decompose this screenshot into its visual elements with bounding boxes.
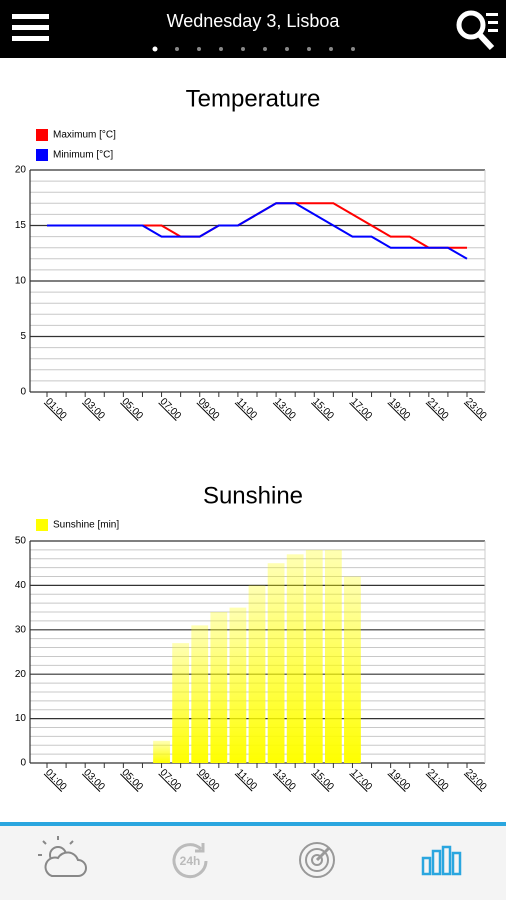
legend-label: Sunshine [min] [53,520,119,531]
x-tick-label: 23:00 [463,767,489,793]
bar [286,554,304,763]
x-tick-label: 17:00 [348,767,374,793]
legend-swatch [36,519,48,531]
x-tick-label: 21:00 [425,396,451,422]
x-tick-label: 05:00 [119,767,145,793]
bar [344,576,361,763]
y-tick-label: 15 [15,220,27,231]
x-tick-label: 07:00 [158,767,184,793]
x-tick-label: 01:00 [43,396,69,422]
series-line [47,202,468,260]
menu-button[interactable] [12,14,49,41]
search-button[interactable] [456,10,498,51]
bar [191,625,209,763]
y-tick-label: 10 [15,276,27,287]
x-tick-label: 15:00 [310,396,336,422]
y-tick-label: 20 [15,165,27,176]
header-bar [0,0,506,58]
page-dots [152,46,355,52]
bar [153,740,170,763]
bar [172,643,190,763]
y-tick-label: 40 [15,580,27,591]
x-tick-label: 09:00 [196,396,222,422]
nav-charts[interactable] [421,845,462,876]
bar [210,612,228,763]
y-tick-label: 50 [15,536,27,547]
y-tick-label: 0 [20,387,26,398]
x-tick-label: 07:00 [158,396,184,422]
bar [248,585,266,763]
nav-divider [0,822,506,826]
bar [267,563,285,763]
x-tick-label: 13:00 [272,767,298,793]
x-tick-label: 19:00 [387,767,413,793]
legend-label: Maximum [°C] [53,130,116,141]
x-tick-label: 05:00 [119,396,145,422]
nav-weather[interactable] [38,836,87,877]
x-tick-label: 21:00 [425,767,451,793]
x-tick-label: 13:00 [272,396,298,422]
x-tick-label: 15:00 [310,767,336,793]
chart-title: Sunshine [203,482,303,509]
legend-label: Minimum [°C] [53,150,113,161]
x-tick-label: 17:00 [348,396,374,422]
bar [229,607,247,763]
header-title: Wednesday 3, Lisboa [167,11,341,31]
bar [324,549,342,763]
y-tick-label: 5 [20,331,26,342]
x-tick-label: 19:00 [387,396,413,422]
y-tick-label: 0 [20,758,26,769]
y-tick-label: 20 [15,669,27,680]
nav-radar[interactable] [299,842,335,878]
x-tick-label: 09:00 [196,767,222,793]
y-tick-label: 10 [15,713,27,724]
legend-swatch [36,129,48,141]
x-tick-label: 01:00 [43,767,69,793]
y-tick-label: 30 [15,624,27,635]
x-tick-label: 11:00 [234,396,259,421]
x-tick-label: 03:00 [81,396,107,422]
bar [305,549,323,763]
chart-title: Temperature [186,85,321,112]
x-tick-label: 11:00 [234,767,259,792]
x-tick-label: 03:00 [81,767,107,793]
legend-swatch [36,149,48,161]
nav-24h[interactable]: 24h [172,843,208,879]
nav-24h-label: 24h [180,854,201,868]
x-tick-label: 23:00 [463,396,489,422]
